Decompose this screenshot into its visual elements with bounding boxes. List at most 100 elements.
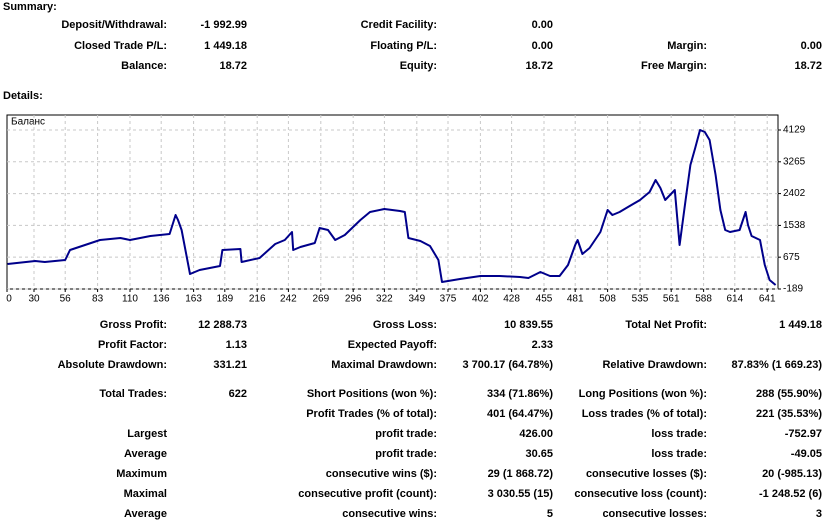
x-tick-label: 296 [345,294,362,305]
x-tick-label: 322 [376,294,393,305]
field-label: Profit Factor: [98,339,167,351]
field-value: 0.00 [532,19,553,31]
y-tick-label: 3265 [783,156,806,167]
field-value: 0.00 [801,40,822,52]
field-value: 3 [816,508,822,520]
details-title: Details: [3,90,43,102]
field-value: 30.65 [525,448,553,460]
x-tick-label: 163 [185,294,202,305]
field-label: Deposit/Withdrawal: [61,19,167,31]
field-value: 18.72 [794,60,822,72]
field-label: Average [124,448,167,460]
field-value: 0.00 [532,40,553,52]
field-label: Relative Drawdown: [602,359,707,371]
field-value: -752.97 [785,428,822,440]
field-value: 426.00 [519,428,553,440]
field-value: 288 (55.90%) [756,388,822,400]
field-value: 18.72 [525,60,553,72]
field-value: 20 (-985.13) [762,468,822,480]
field-label: Closed Trade P/L: [74,40,167,52]
x-tick-label: 535 [632,294,649,305]
field-label: Gross Profit: [100,319,167,331]
field-label: Maximal Drawdown: [331,359,437,371]
field-value: 334 (71.86%) [487,388,553,400]
field-value: 3 700.17 (64.78%) [462,359,553,371]
field-label: consecutive wins: [342,508,437,520]
field-value: 3 030.55 (15) [488,488,554,500]
field-label: Credit Facility: [361,19,437,31]
balance-line [7,129,777,286]
x-tick-label: 481 [567,294,584,305]
x-tick-label: 136 [153,294,170,305]
field-value: 622 [229,388,247,400]
y-tick-label: 675 [783,252,800,263]
x-tick-label: 30 [28,294,40,305]
field-label: Maximal [124,488,167,500]
x-tick-label: 269 [312,294,329,305]
chart-frame [6,114,779,290]
field-label: Total Net Profit: [625,319,707,331]
x-tick-label: 402 [472,294,489,305]
x-tick-label: 428 [503,294,520,305]
field-label: Equity: [400,60,437,72]
x-tick-label: 349 [408,294,425,305]
summary-title: Summary: [3,1,57,13]
field-label: profit trade: [375,428,437,440]
field-label: Average [124,508,167,520]
field-value: 401 (64.47%) [487,408,553,420]
x-tick-label: 216 [249,294,266,305]
x-tick-label: 242 [280,294,297,305]
x-tick-label: 83 [92,294,104,305]
x-tick-label: 508 [599,294,616,305]
field-label: Maximum [116,468,167,480]
x-tick-label: 375 [440,294,457,305]
field-label: Margin: [667,40,707,52]
x-tick-label: 641 [759,294,776,305]
field-label: Balance: [121,60,167,72]
y-tick-label: 1538 [783,220,806,231]
field-value: -1 992.99 [201,19,247,31]
field-value: 331.21 [213,359,247,371]
field-value: 18.72 [219,60,247,72]
field-value: 29 (1 868.72) [488,468,554,480]
field-value: 10 839.55 [504,319,553,331]
field-label: Absolute Drawdown: [58,359,167,371]
y-tick-label: -189 [783,284,803,295]
field-label: Gross Loss: [373,319,437,331]
field-label: Total Trades: [99,388,167,400]
field-value: 5 [547,508,553,520]
field-label: Expected Payoff: [348,339,437,351]
field-label: Profit Trades (% of total): [306,408,437,420]
field-value: 87.83% (1 669.23) [731,359,822,371]
field-label: loss trade: [651,448,707,460]
x-tick-label: 56 [60,294,72,305]
field-label: Loss trades (% of total): [582,408,707,420]
field-value: 1.13 [226,339,247,351]
x-tick-label: 189 [216,294,233,305]
chart-title: Баланс [11,117,45,128]
field-label: consecutive loss (count): [574,488,707,500]
field-value: 1 449.18 [779,319,822,331]
field-value: -1 248.52 (6) [759,488,822,500]
field-label: consecutive losses ($): [586,468,707,480]
x-tick-label: 614 [726,294,743,305]
field-label: consecutive losses: [602,508,707,520]
field-label: Short Positions (won %): [307,388,437,400]
x-tick-label: 110 [122,294,138,305]
y-tick-label: 2402 [783,188,806,199]
x-tick-label: 0 [6,294,12,305]
field-value: 2.33 [532,339,553,351]
x-tick-label: 588 [695,294,712,305]
field-label: loss trade: [651,428,707,440]
field-label: Largest [127,428,167,440]
field-value: -49.05 [791,448,822,460]
y-tick-label: 4129 [783,125,806,136]
field-label: consecutive wins ($): [326,468,437,480]
field-label: Long Positions (won %): [579,388,707,400]
field-label: Free Margin: [641,60,707,72]
x-tick-label: 455 [536,294,553,305]
field-value: 12 288.73 [198,319,247,331]
x-tick-label: 561 [663,294,680,305]
field-value: 1 449.18 [204,40,247,52]
